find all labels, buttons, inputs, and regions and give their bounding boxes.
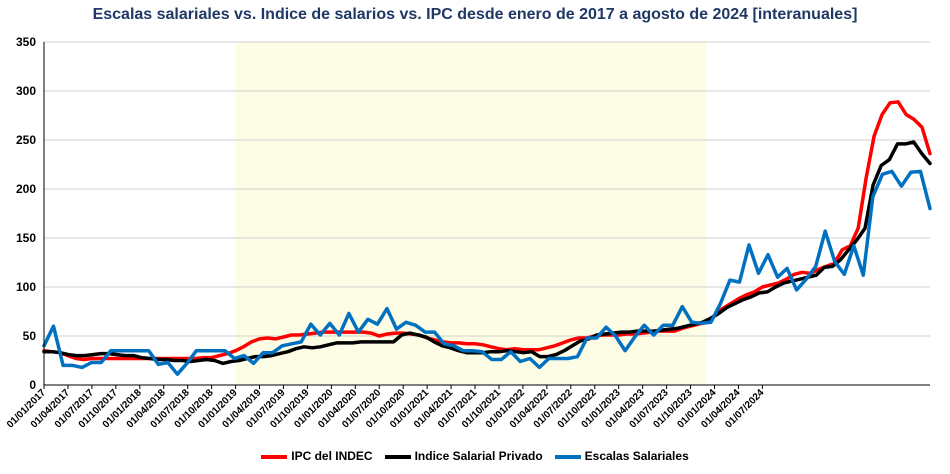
y-tick-label: 150: [16, 231, 36, 245]
y-tick-label: 250: [16, 133, 36, 147]
series-line-2: [42, 169, 932, 376]
legend-swatch: [554, 454, 581, 459]
chart-title: Escalas salariales vs. Indice de salario…: [92, 6, 858, 23]
legend-swatch: [384, 454, 411, 459]
y-tick-label: 0: [29, 378, 36, 392]
legend-swatch: [261, 454, 288, 459]
legend-label: Indice Salarial Privado: [414, 448, 543, 463]
y-tick-label: 100: [16, 280, 36, 294]
legend-label: IPC del INDEC: [291, 448, 373, 463]
series-line-1: [42, 140, 932, 366]
y-tick-label: 300: [16, 84, 36, 98]
legend: IPC del INDEC Indice Salarial Privado Esca…: [0, 448, 950, 463]
y-tick-label: 350: [16, 35, 36, 49]
legend-item: Escalas Salariales: [554, 448, 689, 463]
legend-label: Escalas Salariales: [584, 448, 689, 463]
legend-item: Indice Salarial Privado: [384, 448, 543, 463]
y-tick-label: 200: [16, 182, 36, 196]
legend-item: IPC del INDEC: [261, 448, 373, 463]
y-tick-label: 50: [23, 329, 37, 343]
